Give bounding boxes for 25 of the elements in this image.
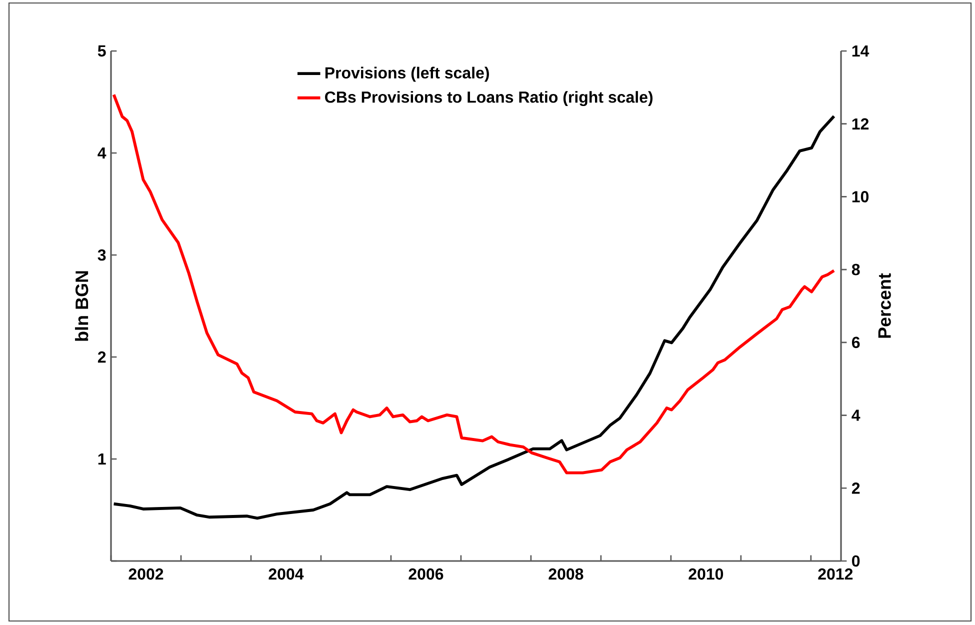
y2-tick-label: 12: [852, 118, 869, 130]
y2-tick-label: 0: [852, 555, 860, 567]
y2-tick-label: 14: [852, 46, 870, 56]
x-tick-label: 2010: [688, 568, 724, 580]
y-tick-label: 5: [98, 45, 106, 57]
y2-axis-title: Percent: [878, 273, 891, 338]
legend-label: Provisions (left scale): [325, 66, 489, 82]
x-tick-label: 2008: [548, 568, 584, 580]
y2-tick-label: 6: [852, 336, 860, 348]
x-tick-label: 2006: [408, 568, 444, 580]
y2-tick-label: 10: [852, 191, 869, 202]
y2-tick-label: 4: [852, 410, 860, 421]
y-tick-label: 3: [98, 249, 106, 261]
line-series: [112, 114, 836, 520]
line-series: [112, 93, 836, 474]
x-tick-label: 2002: [128, 568, 164, 580]
y-tick-label: 4: [98, 148, 106, 158]
y2-tick-label: 2: [852, 482, 860, 494]
x-tick-label: 2004: [268, 568, 304, 580]
y2-tick-label: 8: [852, 264, 860, 276]
y-tick-label: 1: [98, 454, 106, 464]
y-tick-label: 2: [98, 351, 106, 363]
legend-label: CBs Provisions to Loans Ratio (right scale): [325, 91, 653, 106]
y-axis-title: bln BGN: [75, 271, 88, 341]
x-tick-label: 2012: [818, 568, 853, 580]
